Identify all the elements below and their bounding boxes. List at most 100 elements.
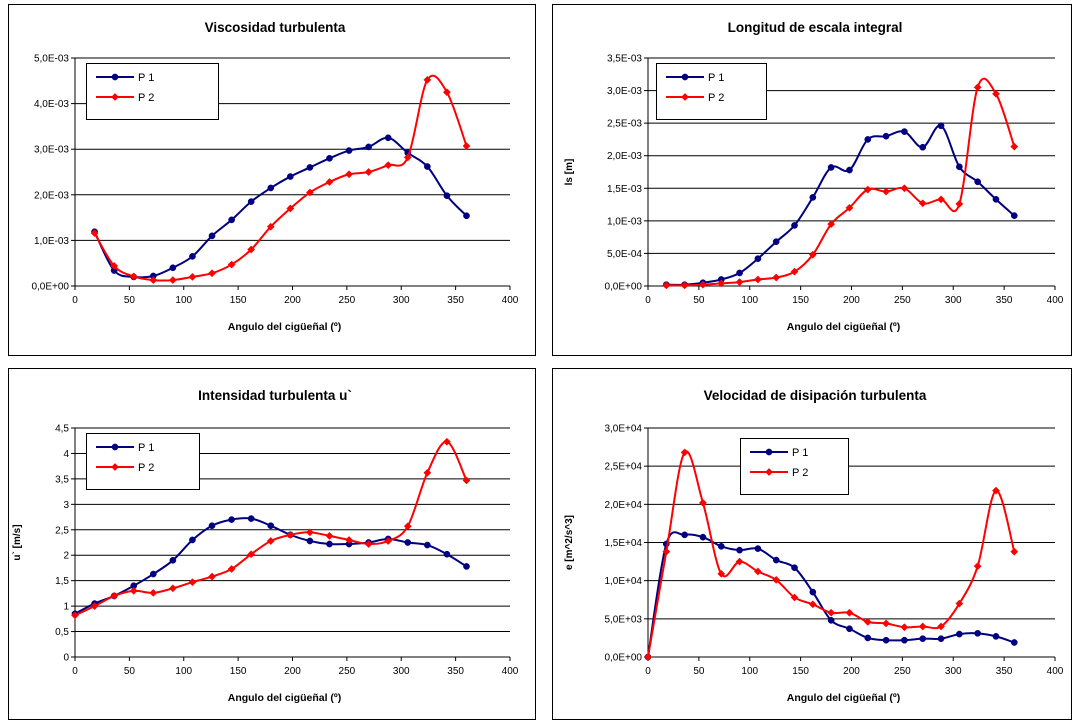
- x-tick-label: 250: [339, 295, 356, 306]
- data-point: [680, 281, 689, 290]
- x-axis-label: Angulo del cigüeñal (º): [228, 321, 342, 333]
- series-1: [662, 122, 1018, 289]
- data-point: [918, 622, 927, 631]
- data-point: [345, 170, 354, 179]
- data-point: [129, 272, 138, 281]
- y-tick-label: 3,0E-03: [34, 145, 69, 156]
- data-point: [845, 608, 854, 617]
- data-point: [90, 229, 99, 238]
- legend-box: [740, 438, 849, 495]
- data-point: [365, 143, 372, 151]
- y-tick-label: 1,0E-03: [607, 216, 642, 227]
- data-point: [71, 611, 79, 620]
- y-tick-label: 2,0E+04: [604, 500, 642, 511]
- y-tick-label: 3,5E-03: [607, 54, 642, 65]
- data-point: [937, 622, 945, 631]
- legend-marker: [111, 463, 119, 471]
- data-point: [808, 250, 817, 259]
- y-tick-label: 2,0E-03: [34, 190, 69, 201]
- data-point: [644, 653, 652, 661]
- data-point: [735, 278, 744, 287]
- data-point: [717, 279, 726, 288]
- data-point: [772, 575, 781, 584]
- x-tick-label: 250: [339, 666, 356, 677]
- data-point: [188, 272, 197, 281]
- data-point: [404, 539, 412, 546]
- data-point: [791, 564, 798, 572]
- chart-frame: [552, 4, 1072, 356]
- y-axis-label: u` [m/s]: [12, 524, 23, 560]
- data-point: [1010, 212, 1018, 219]
- x-tick-label: 150: [230, 666, 247, 677]
- series-1: [71, 515, 470, 618]
- data-point: [809, 588, 817, 596]
- y-tick-label: 2,5E-03: [607, 119, 642, 130]
- data-point: [680, 448, 689, 457]
- chart-panel-3: 0 0,5 1 1,5 2 2,5 3 3,5 4 4,5 0 50 100 150 200 250 300 35…: [8, 368, 536, 720]
- data-point: [974, 629, 982, 637]
- data-point: [149, 570, 157, 578]
- chart-title: Velocidad de disipación turbulenta: [704, 388, 927, 403]
- data-point: [1010, 547, 1019, 556]
- legend-label: P 1: [138, 72, 154, 84]
- x-tick-label: 0: [72, 666, 78, 677]
- y-tick-label: 2,0E-03: [607, 151, 642, 162]
- data-point: [189, 536, 196, 544]
- data-point: [698, 498, 707, 507]
- data-point: [403, 522, 412, 531]
- data-point: [423, 75, 432, 84]
- data-point: [208, 522, 216, 530]
- chart-frame: [552, 368, 1072, 720]
- data-point: [863, 185, 872, 194]
- data-point: [227, 565, 236, 573]
- x-tick-label: 400: [502, 295, 519, 306]
- x-tick-label: 300: [945, 666, 962, 677]
- x-tick-label: 0: [72, 295, 78, 306]
- x-tick-label: 200: [284, 666, 301, 677]
- y-tick-label: 0,0E+00: [604, 653, 642, 664]
- data-point: [937, 635, 945, 643]
- x-tick-label: 350: [447, 666, 464, 677]
- data-point: [772, 273, 781, 282]
- y-tick-label: 0,0E+00: [31, 282, 69, 293]
- data-point: [717, 569, 726, 578]
- data-point: [442, 437, 451, 446]
- data-point: [110, 261, 119, 270]
- x-tick-label: 200: [284, 295, 301, 306]
- chart-frame: [8, 368, 536, 720]
- x-tick-label: 150: [792, 295, 809, 306]
- data-point: [974, 178, 982, 186]
- data-point: [286, 530, 295, 539]
- data-point: [973, 562, 982, 571]
- chart-title: Intensidad turbulenta u`: [198, 388, 352, 403]
- data-point: [827, 617, 835, 624]
- data-point: [305, 528, 314, 537]
- legend-marker: [111, 73, 119, 81]
- data-point: [754, 545, 762, 552]
- data-point: [791, 222, 798, 229]
- y-axis-label: e [m^2/s^3]: [564, 515, 575, 570]
- data-point: [808, 600, 817, 609]
- data-point: [326, 154, 333, 162]
- data-point: [345, 536, 354, 544]
- legend-marker: [111, 93, 119, 101]
- data-point: [247, 515, 255, 522]
- data-point: [956, 630, 963, 638]
- data-point: [266, 537, 275, 545]
- data-point: [956, 163, 963, 171]
- legend-box: [86, 63, 219, 120]
- data-point: [442, 88, 451, 97]
- data-point: [384, 161, 393, 170]
- y-tick-label: 2,5E+04: [604, 462, 642, 473]
- legend-box: [656, 63, 767, 120]
- x-tick-label: 300: [393, 295, 410, 306]
- y-tick-label: 2: [63, 551, 69, 562]
- legend-marker: [111, 443, 119, 451]
- x-tick-label: 50: [693, 295, 705, 306]
- data-point: [662, 547, 671, 556]
- x-tick-label: 50: [693, 666, 705, 677]
- data-point: [827, 220, 836, 229]
- data-point: [900, 184, 909, 193]
- data-point: [228, 216, 235, 224]
- y-tick-label: 4,5: [55, 424, 69, 435]
